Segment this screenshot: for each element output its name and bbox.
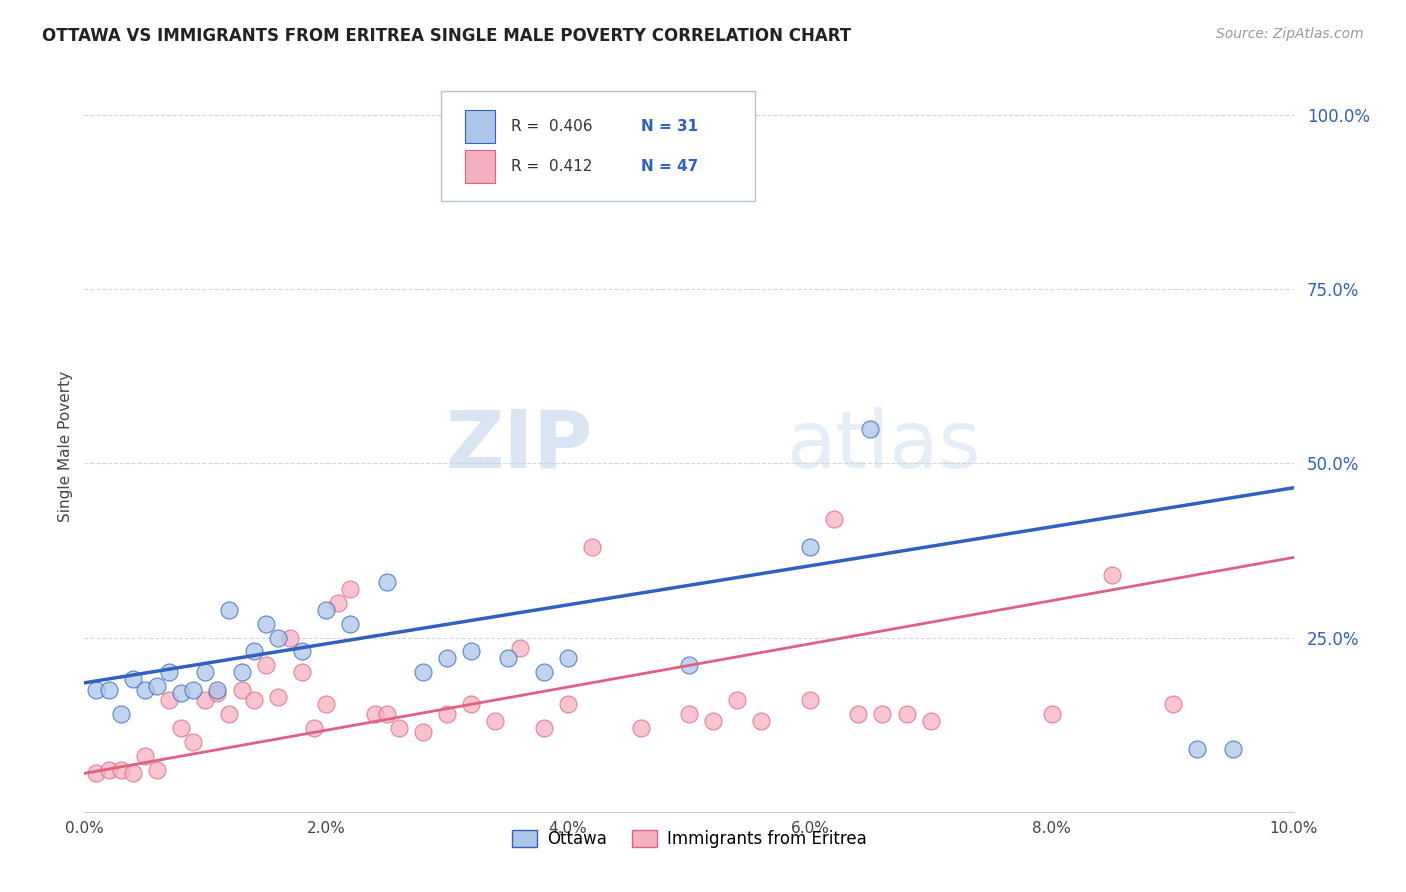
Point	[242, 693, 264, 707]
Point	[267, 631, 290, 645]
Point	[460, 697, 482, 711]
Point	[231, 665, 253, 680]
Point	[146, 679, 169, 693]
Point	[328, 596, 350, 610]
Point	[254, 616, 277, 631]
Text: Source: ZipAtlas.com: Source: ZipAtlas.com	[1216, 27, 1364, 41]
Point	[388, 721, 411, 735]
Point	[581, 540, 603, 554]
Point	[1185, 742, 1208, 756]
Point	[678, 707, 700, 722]
Point	[799, 540, 821, 554]
Point	[207, 686, 229, 700]
Point	[509, 640, 531, 655]
Point	[872, 707, 894, 722]
Point	[194, 665, 217, 680]
Point	[218, 603, 240, 617]
Point	[375, 574, 398, 589]
Point	[557, 697, 579, 711]
FancyBboxPatch shape	[465, 150, 495, 183]
Point	[194, 693, 217, 707]
Point	[1040, 707, 1063, 722]
Point	[181, 735, 204, 749]
Text: ZIP: ZIP	[444, 407, 592, 485]
Point	[339, 616, 361, 631]
Point	[110, 707, 132, 722]
Point	[436, 651, 458, 665]
Point	[278, 631, 301, 645]
Point	[339, 582, 361, 596]
Point	[86, 766, 108, 780]
Point	[1161, 697, 1184, 711]
Text: atlas: atlas	[786, 407, 980, 485]
Point	[86, 682, 108, 697]
Point	[218, 707, 240, 722]
Point	[412, 665, 434, 680]
Point	[533, 721, 555, 735]
Point	[533, 665, 555, 680]
Text: R =  0.406: R = 0.406	[512, 119, 593, 134]
Point	[702, 714, 724, 728]
Point	[823, 512, 845, 526]
Point	[110, 763, 132, 777]
Point	[146, 763, 169, 777]
Point	[859, 421, 882, 435]
Point	[846, 707, 869, 722]
Point	[896, 707, 918, 722]
Point	[302, 721, 325, 735]
FancyBboxPatch shape	[465, 110, 495, 143]
Point	[291, 665, 314, 680]
Point	[134, 682, 156, 697]
Point	[242, 644, 264, 658]
Point	[231, 682, 253, 697]
Point	[291, 644, 314, 658]
Point	[484, 714, 506, 728]
Point	[1222, 742, 1244, 756]
Point	[97, 763, 120, 777]
Point	[121, 766, 143, 780]
Point	[799, 693, 821, 707]
Point	[315, 603, 337, 617]
Point	[496, 651, 519, 665]
Point	[436, 707, 458, 722]
Point	[97, 682, 120, 697]
Point	[254, 658, 277, 673]
Point	[157, 665, 180, 680]
Text: R =  0.412: R = 0.412	[512, 159, 592, 174]
Point	[315, 697, 337, 711]
Y-axis label: Single Male Poverty: Single Male Poverty	[58, 370, 73, 522]
Text: OTTAWA VS IMMIGRANTS FROM ERITREA SINGLE MALE POVERTY CORRELATION CHART: OTTAWA VS IMMIGRANTS FROM ERITREA SINGLE…	[42, 27, 851, 45]
Point	[557, 651, 579, 665]
Point	[412, 724, 434, 739]
Point	[678, 658, 700, 673]
Point	[170, 721, 193, 735]
Point	[725, 693, 748, 707]
Point	[170, 686, 193, 700]
Point	[363, 707, 385, 722]
Point	[460, 644, 482, 658]
Point	[157, 693, 180, 707]
Legend: Ottawa, Immigrants from Eritrea: Ottawa, Immigrants from Eritrea	[505, 823, 873, 855]
Point	[134, 749, 156, 764]
Text: N = 47: N = 47	[641, 159, 697, 174]
Text: N = 31: N = 31	[641, 119, 697, 134]
Point	[630, 721, 652, 735]
Point	[267, 690, 290, 704]
Point	[751, 714, 773, 728]
Point	[375, 707, 398, 722]
Point	[920, 714, 942, 728]
Point	[121, 673, 143, 687]
FancyBboxPatch shape	[441, 91, 755, 201]
Point	[207, 682, 229, 697]
Point	[181, 682, 204, 697]
Point	[1101, 567, 1123, 582]
